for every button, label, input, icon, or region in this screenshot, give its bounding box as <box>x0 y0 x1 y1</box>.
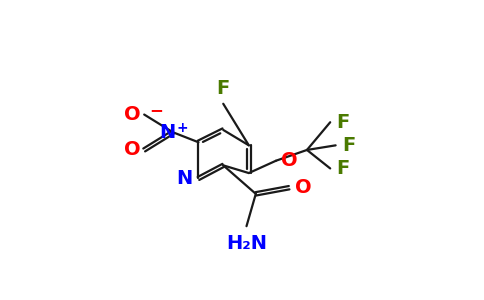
Text: O: O <box>281 151 297 170</box>
Text: O: O <box>295 178 312 197</box>
Text: H₂N: H₂N <box>226 234 267 253</box>
Text: F: F <box>217 79 230 98</box>
Text: F: F <box>342 136 355 155</box>
Text: F: F <box>336 159 349 178</box>
Text: F: F <box>336 113 349 132</box>
Text: −: − <box>150 101 164 119</box>
Text: N: N <box>159 123 175 142</box>
Text: O: O <box>124 105 141 124</box>
Text: N: N <box>176 169 192 188</box>
Text: O: O <box>124 140 141 160</box>
Text: +: + <box>177 121 188 135</box>
